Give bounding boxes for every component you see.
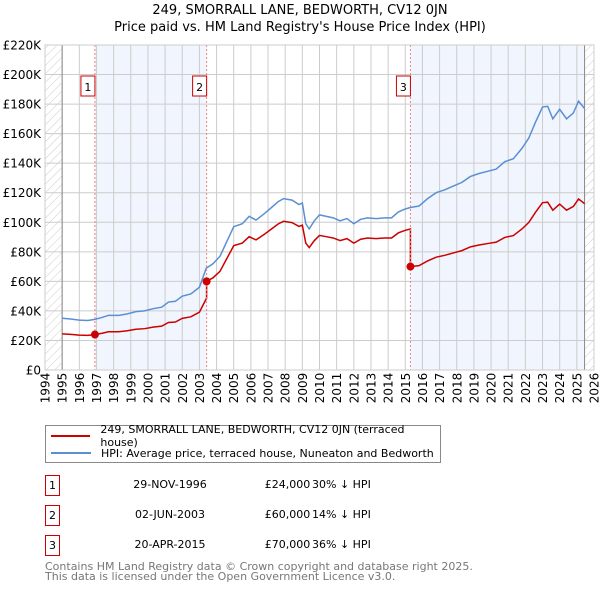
x-tick-label: 2013 bbox=[364, 373, 378, 404]
sale-marker-box bbox=[395, 75, 411, 97]
plot-border bbox=[44, 44, 595, 371]
sale-date: 20-APR-2015 bbox=[134, 538, 206, 551]
y-tick-label: £200K bbox=[3, 68, 43, 82]
sale-point bbox=[90, 330, 99, 339]
chart-title: 249, SMORRALL LANE, BEDWORTH, CV12 0JN bbox=[152, 3, 448, 18]
x-tick-label: 2012 bbox=[347, 373, 361, 404]
legend-item-property: 249, SMORRALL LANE, BEDWORTH, CV12 0JN (… bbox=[51, 423, 440, 449]
x-tick-label: 2021 bbox=[502, 373, 516, 404]
x-tick-label: 2004 bbox=[210, 373, 224, 404]
chart-plot: 1994 1995 1996 1997 1998 1999 2000 2001 2002 2003… bbox=[3, 39, 600, 404]
x-tick-label: 2008 bbox=[279, 373, 293, 404]
legend-label-hpi: HPI: Average price, terraced house, Nune… bbox=[101, 446, 434, 460]
sale-point bbox=[202, 277, 211, 286]
sale-hpi-diff: 30% ↓ HPI bbox=[312, 478, 371, 491]
legend-swatch-hpi bbox=[51, 452, 91, 454]
x-tick-label: 2009 bbox=[296, 373, 310, 404]
sale-row: 2 02-JUN-2003 £60,000 14% ↓ HPI bbox=[45, 505, 545, 526]
x-tick-label: 2025 bbox=[570, 373, 584, 404]
y-tick-label: £80K bbox=[10, 245, 42, 259]
x-tick-label: 2001 bbox=[159, 373, 173, 404]
sale-hpi-diff: 14% ↓ HPI bbox=[312, 508, 371, 521]
x-tick-label: 1996 bbox=[73, 373, 87, 404]
sale-marker-badge: 1 bbox=[45, 475, 60, 496]
x-tick-label: 2014 bbox=[382, 373, 396, 404]
sale-date: 29-NOV-1996 bbox=[133, 478, 207, 491]
x-tick-label: 2011 bbox=[330, 373, 344, 404]
y-tick-label: £160K bbox=[3, 127, 43, 141]
x-tick-label: 2017 bbox=[433, 373, 447, 404]
y-tick-label: £0 bbox=[26, 364, 41, 378]
sale-price: £60,000 bbox=[264, 508, 311, 521]
x-tick-label: 2023 bbox=[536, 373, 550, 404]
y-tick-label: £40K bbox=[10, 304, 42, 318]
x-tick-label: 1998 bbox=[107, 373, 121, 404]
y-tick-label: £100K bbox=[3, 216, 43, 230]
x-tick-label: 2020 bbox=[485, 373, 499, 404]
sale-date: 02-JUN-2003 bbox=[134, 508, 206, 521]
x-tick-label: 1997 bbox=[90, 373, 104, 404]
x-tick-label: 2002 bbox=[176, 373, 190, 404]
legend: 249, SMORRALL LANE, BEDWORTH, CV12 0JN (… bbox=[45, 423, 441, 463]
sale-row: 1 29-NOV-1996 £24,000 30% ↓ HPI bbox=[45, 475, 545, 496]
y-tick-label: £20K bbox=[10, 334, 42, 348]
sale-marker-box bbox=[80, 75, 96, 97]
footer-licence: This data is licensed under the Open Gov… bbox=[45, 570, 396, 583]
sale-price: £24,000 bbox=[264, 478, 311, 491]
legend-label-property: 249, SMORRALL LANE, BEDWORTH, CV12 0JN (… bbox=[100, 423, 405, 449]
chart-subtitle: Price paid vs. HM Land Registry's House … bbox=[114, 20, 486, 35]
x-tick-label: 2018 bbox=[450, 373, 464, 404]
footer-copyright: Contains HM Land Registry data © Crown c… bbox=[45, 560, 473, 573]
x-tick-label: 2019 bbox=[467, 373, 481, 404]
y-tick-label: £140K bbox=[3, 157, 43, 171]
sale-marker-label: 3 bbox=[400, 81, 407, 94]
sale-price: £70,000 bbox=[264, 538, 311, 551]
no-data-region bbox=[584, 45, 594, 370]
x-tick-label: 2003 bbox=[193, 373, 207, 404]
x-tick-label: 2022 bbox=[519, 373, 533, 404]
legend-swatch-property bbox=[51, 435, 91, 437]
property-series-line bbox=[62, 197, 586, 337]
sale-marker-badge: 3 bbox=[45, 535, 60, 556]
x-tick-label: 1994 bbox=[39, 373, 53, 404]
no-data-region bbox=[45, 45, 63, 370]
x-tick-label: 2005 bbox=[227, 373, 241, 404]
sale-row: 3 20-APR-2015 £70,000 36% ↓ HPI bbox=[45, 535, 545, 556]
x-tick-label: 2024 bbox=[553, 373, 567, 404]
x-tick-label: 2026 bbox=[588, 373, 600, 404]
x-tick-label: 2000 bbox=[141, 373, 155, 404]
hpi-series-line bbox=[62, 99, 586, 322]
sale-marker-label: 2 bbox=[196, 81, 203, 94]
x-tick-label: 1999 bbox=[124, 373, 138, 404]
y-tick-label: £220K bbox=[3, 39, 43, 53]
x-tick-label: 2016 bbox=[416, 373, 430, 404]
x-tick-label: 2010 bbox=[313, 373, 327, 404]
sale-hpi-diff: 36% ↓ HPI bbox=[312, 538, 371, 551]
x-tick-label: 2015 bbox=[399, 373, 413, 404]
y-tick-label: £120K bbox=[3, 186, 43, 200]
x-tick-label: 1995 bbox=[56, 373, 70, 404]
sale-marker-label: 1 bbox=[84, 81, 91, 94]
y-tick-label: £180K bbox=[3, 98, 43, 112]
legend-item-hpi: HPI: Average price, terraced house, Nune… bbox=[51, 445, 434, 461]
y-tick-label: £60K bbox=[10, 275, 42, 289]
sale-marker-box bbox=[192, 75, 208, 97]
sale-point bbox=[406, 262, 415, 271]
x-tick-label: 2007 bbox=[262, 373, 276, 404]
shaded-period bbox=[410, 45, 585, 370]
shaded-period bbox=[94, 45, 207, 370]
sale-marker-badge: 2 bbox=[45, 505, 60, 526]
x-tick-label: 2006 bbox=[244, 373, 258, 404]
